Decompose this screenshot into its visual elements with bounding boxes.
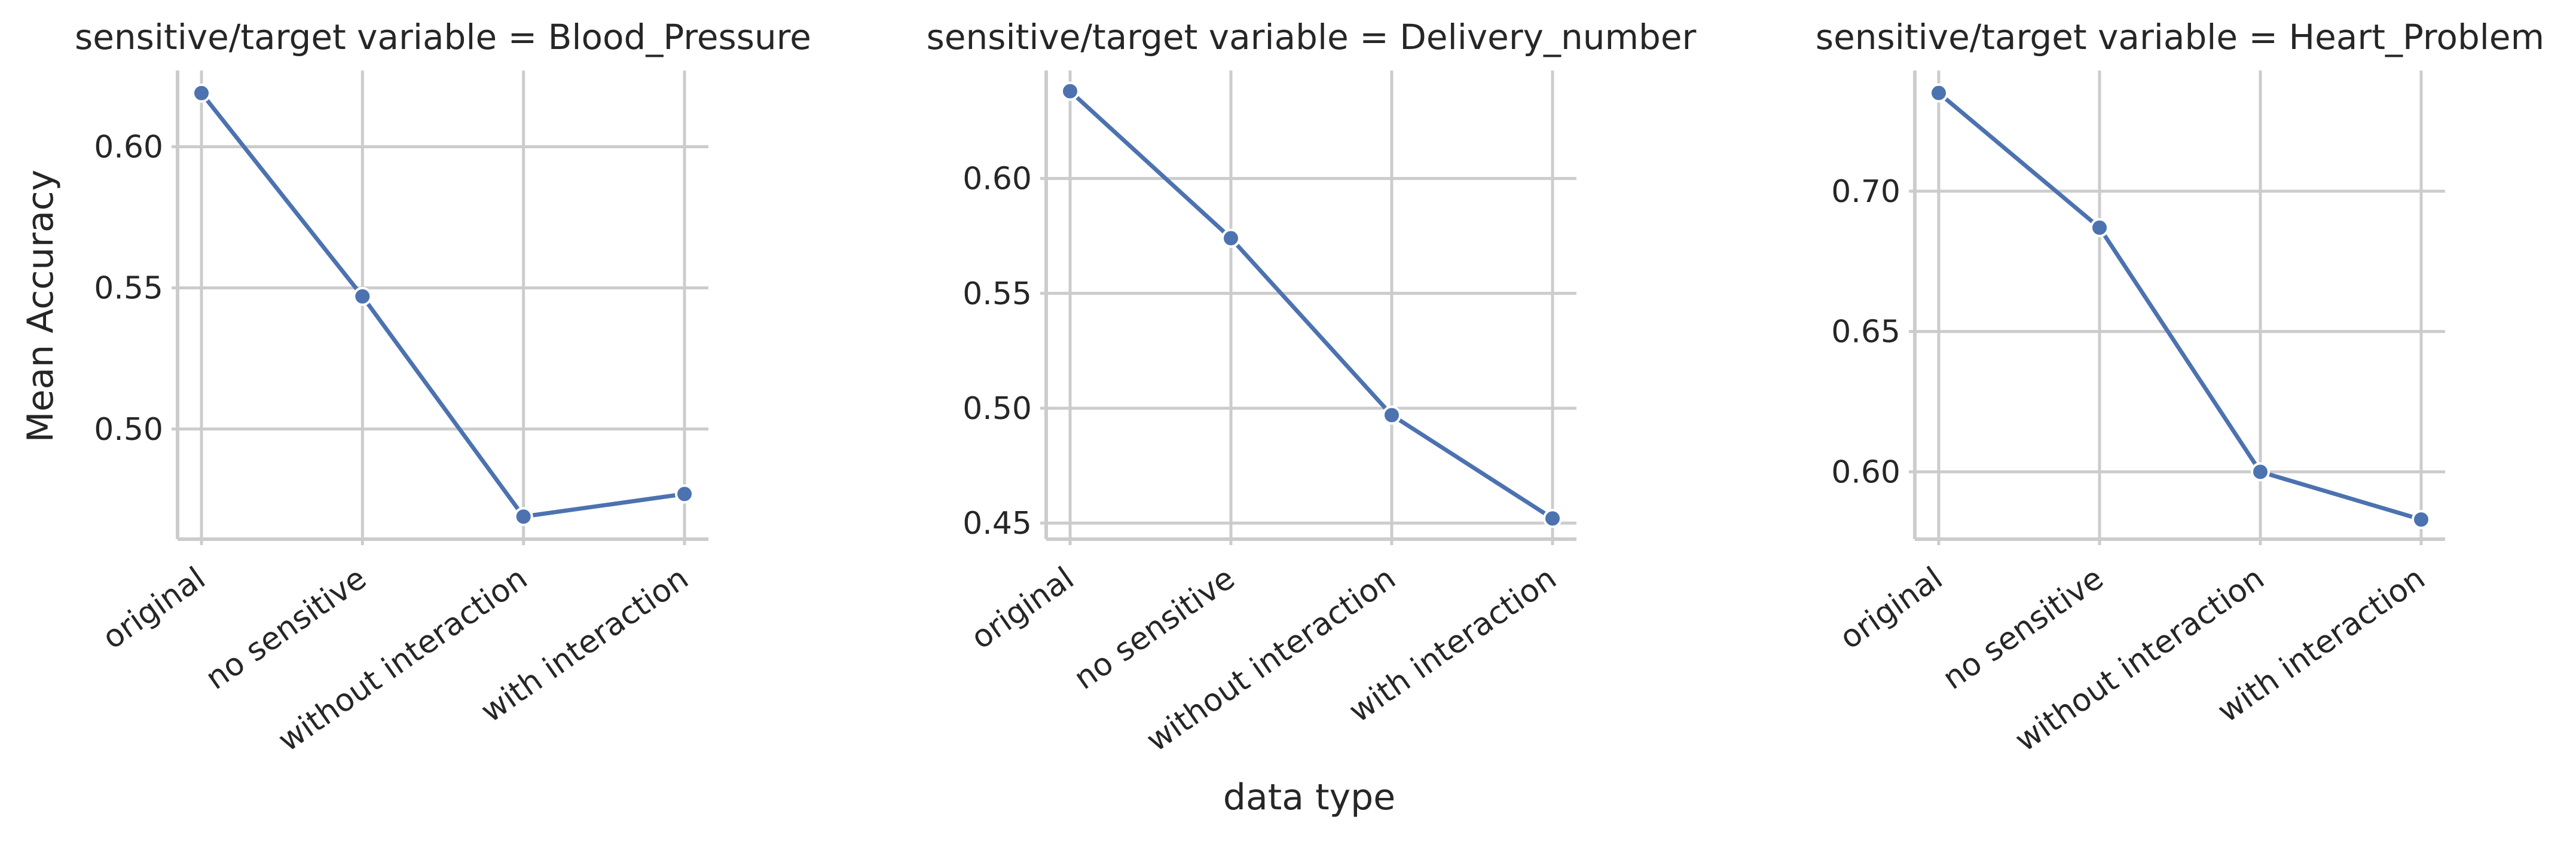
panel-title: sensitive/target variable = Heart_Proble… [1816, 17, 2544, 57]
y-tick-label: 0.50 [94, 412, 163, 448]
x-tick-label: original [965, 560, 1081, 656]
x-tick-label: original [96, 560, 212, 656]
data-point [2252, 463, 2269, 480]
panel-2: sensitive/target variable = Delivery_num… [927, 17, 1697, 759]
panel-1: sensitive/target variable = Blood_Pressu… [75, 17, 811, 759]
data-point [1383, 406, 1400, 423]
data-point [1062, 83, 1078, 100]
x-tick-label: original [1834, 560, 1949, 656]
y-tick-label: 0.55 [962, 276, 1032, 312]
y-tick-label: 0.60 [962, 161, 1032, 197]
data-point [1544, 510, 1561, 527]
data-point [354, 288, 371, 305]
y-tick-label: 0.55 [94, 271, 163, 307]
y-tick-label: 0.60 [94, 130, 163, 166]
y-tick-label: 0.65 [1831, 314, 1900, 350]
data-point [676, 485, 693, 502]
series-line [1939, 93, 2421, 520]
y-axis-label: Mean Accuracy [20, 170, 62, 442]
series-line [201, 93, 685, 516]
y-tick-label: 0.45 [962, 506, 1032, 542]
panel-title: sensitive/target variable = Blood_Pressu… [75, 17, 811, 57]
panel-title: sensitive/target variable = Delivery_num… [927, 17, 1697, 57]
y-tick-label: 0.50 [962, 391, 1032, 427]
data-point [2091, 219, 2108, 236]
series-line [1070, 91, 1553, 519]
panels-layer: sensitive/target variable = Blood_Pressu… [75, 17, 2544, 759]
x-axis-label: data type [1223, 776, 1395, 818]
data-point [1223, 230, 1239, 247]
y-tick-label: 0.60 [1831, 454, 1900, 490]
data-point [515, 508, 532, 525]
y-tick-label: 0.70 [1831, 174, 1900, 210]
data-point [1930, 85, 1947, 102]
data-point [2413, 511, 2430, 528]
data-point [193, 85, 210, 102]
panel-3: sensitive/target variable = Heart_Proble… [1816, 17, 2544, 759]
